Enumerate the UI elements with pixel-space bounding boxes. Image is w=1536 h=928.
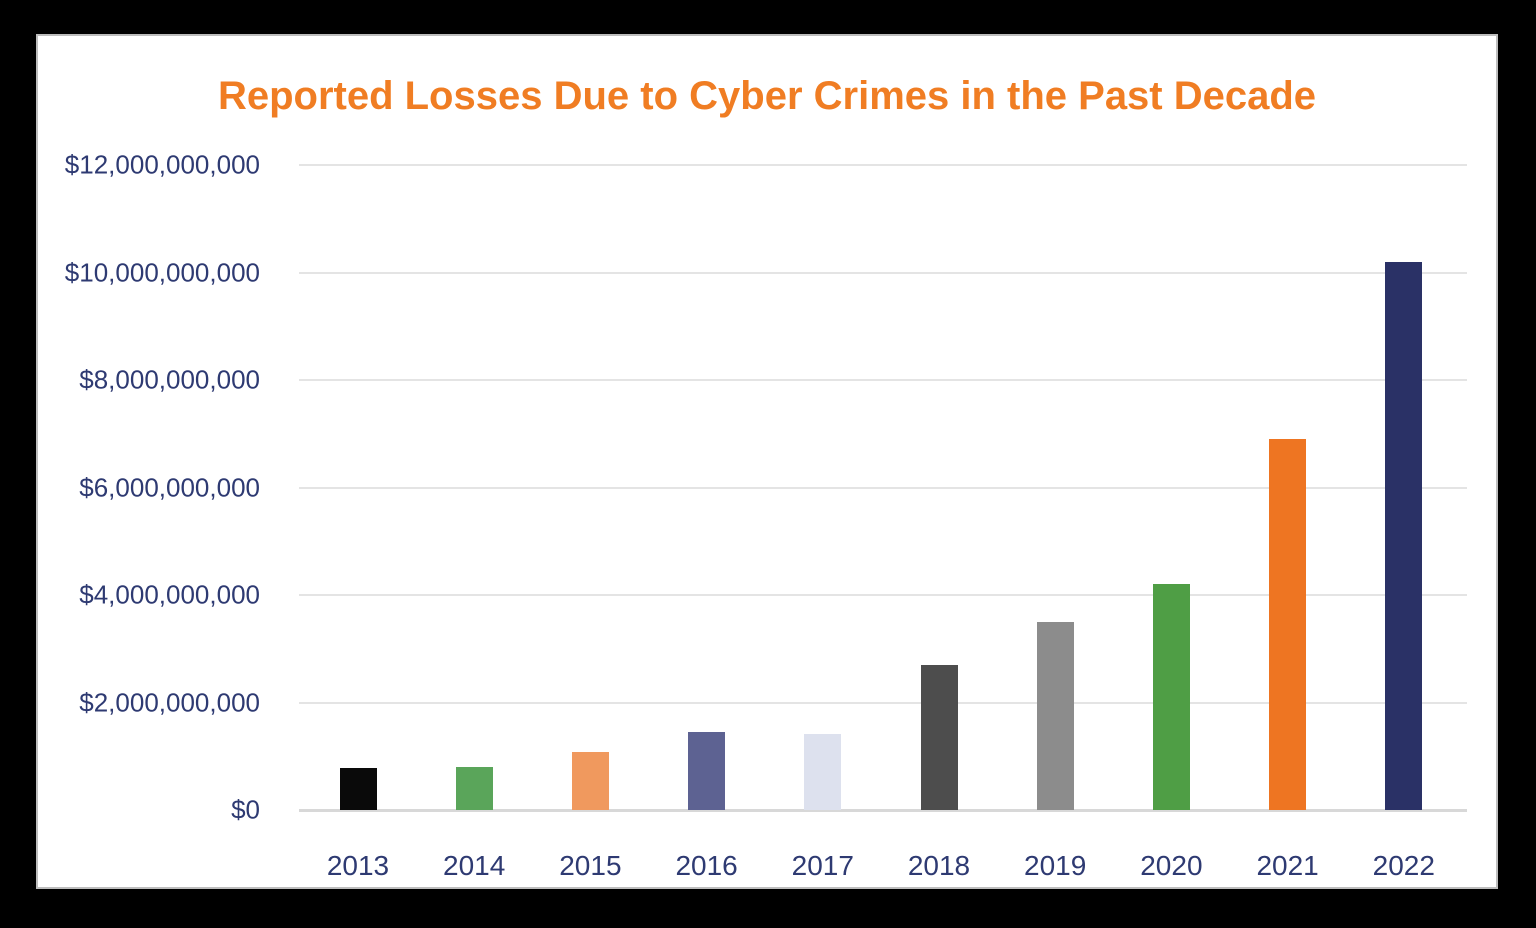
y-tick-label-4: $8,000,000,000	[79, 364, 260, 395]
bar-2018	[920, 664, 958, 810]
y-tick-label-6: $12,000,000,000	[64, 149, 260, 180]
y-tick-label-0: $0	[231, 794, 260, 825]
x-tick-label-2015: 2015	[559, 850, 622, 881]
gridline-10000000000	[299, 271, 1467, 274]
x-tick-label-2020: 2020	[1140, 850, 1203, 881]
x-tick-label-2016: 2016	[675, 850, 738, 881]
x-axis: 2013 2014 2015 2016 2017 2018 2019 2020 2021 2022	[299, 836, 1467, 881]
chart-card: Reported Losses Due to Cyber Crimes in t…	[36, 34, 1498, 889]
bar-2021	[1269, 439, 1307, 810]
gridline-0	[299, 809, 1467, 812]
gridline-4000000000	[299, 594, 1467, 596]
bar-2013	[339, 768, 377, 810]
y-tick-label-5: $10,000,000,000	[64, 257, 260, 287]
plot-area	[299, 164, 1467, 812]
y-tick-label-3: $6,000,000,000	[79, 472, 260, 502]
bar-2019	[1036, 621, 1074, 810]
bar-2016	[688, 732, 726, 810]
gridline-8000000000	[299, 379, 1467, 381]
chart-title: Reported Losses Due to Cyber Crimes in t…	[217, 74, 1317, 118]
bar-2020	[1152, 584, 1190, 810]
bar-2017	[804, 733, 842, 810]
y-tick-label-1: $2,000,000,000	[79, 687, 260, 717]
bar-2014	[455, 767, 493, 810]
x-tick-label-2022: 2022	[1372, 850, 1435, 881]
x-tick-label-2014: 2014	[443, 850, 506, 881]
x-tick-label-2013: 2013	[326, 850, 390, 881]
gridline-6000000000	[299, 486, 1467, 489]
gridline-2000000000	[299, 701, 1467, 704]
gridline-12000000000	[299, 164, 1467, 166]
bar-2015	[571, 752, 609, 810]
y-tick-label-2: $4,000,000,000	[79, 579, 260, 610]
bar-2022	[1385, 261, 1423, 810]
y-axis: $0 $2,000,000,000 $4,000,000,000 $6,000,000…	[38, 150, 260, 825]
x-tick-label-2017: 2017	[791, 850, 854, 881]
x-tick-label-2018: 2018	[907, 850, 971, 881]
x-tick-label-2019: 2019	[1024, 850, 1087, 881]
x-tick-label-2021: 2021	[1256, 850, 1319, 881]
